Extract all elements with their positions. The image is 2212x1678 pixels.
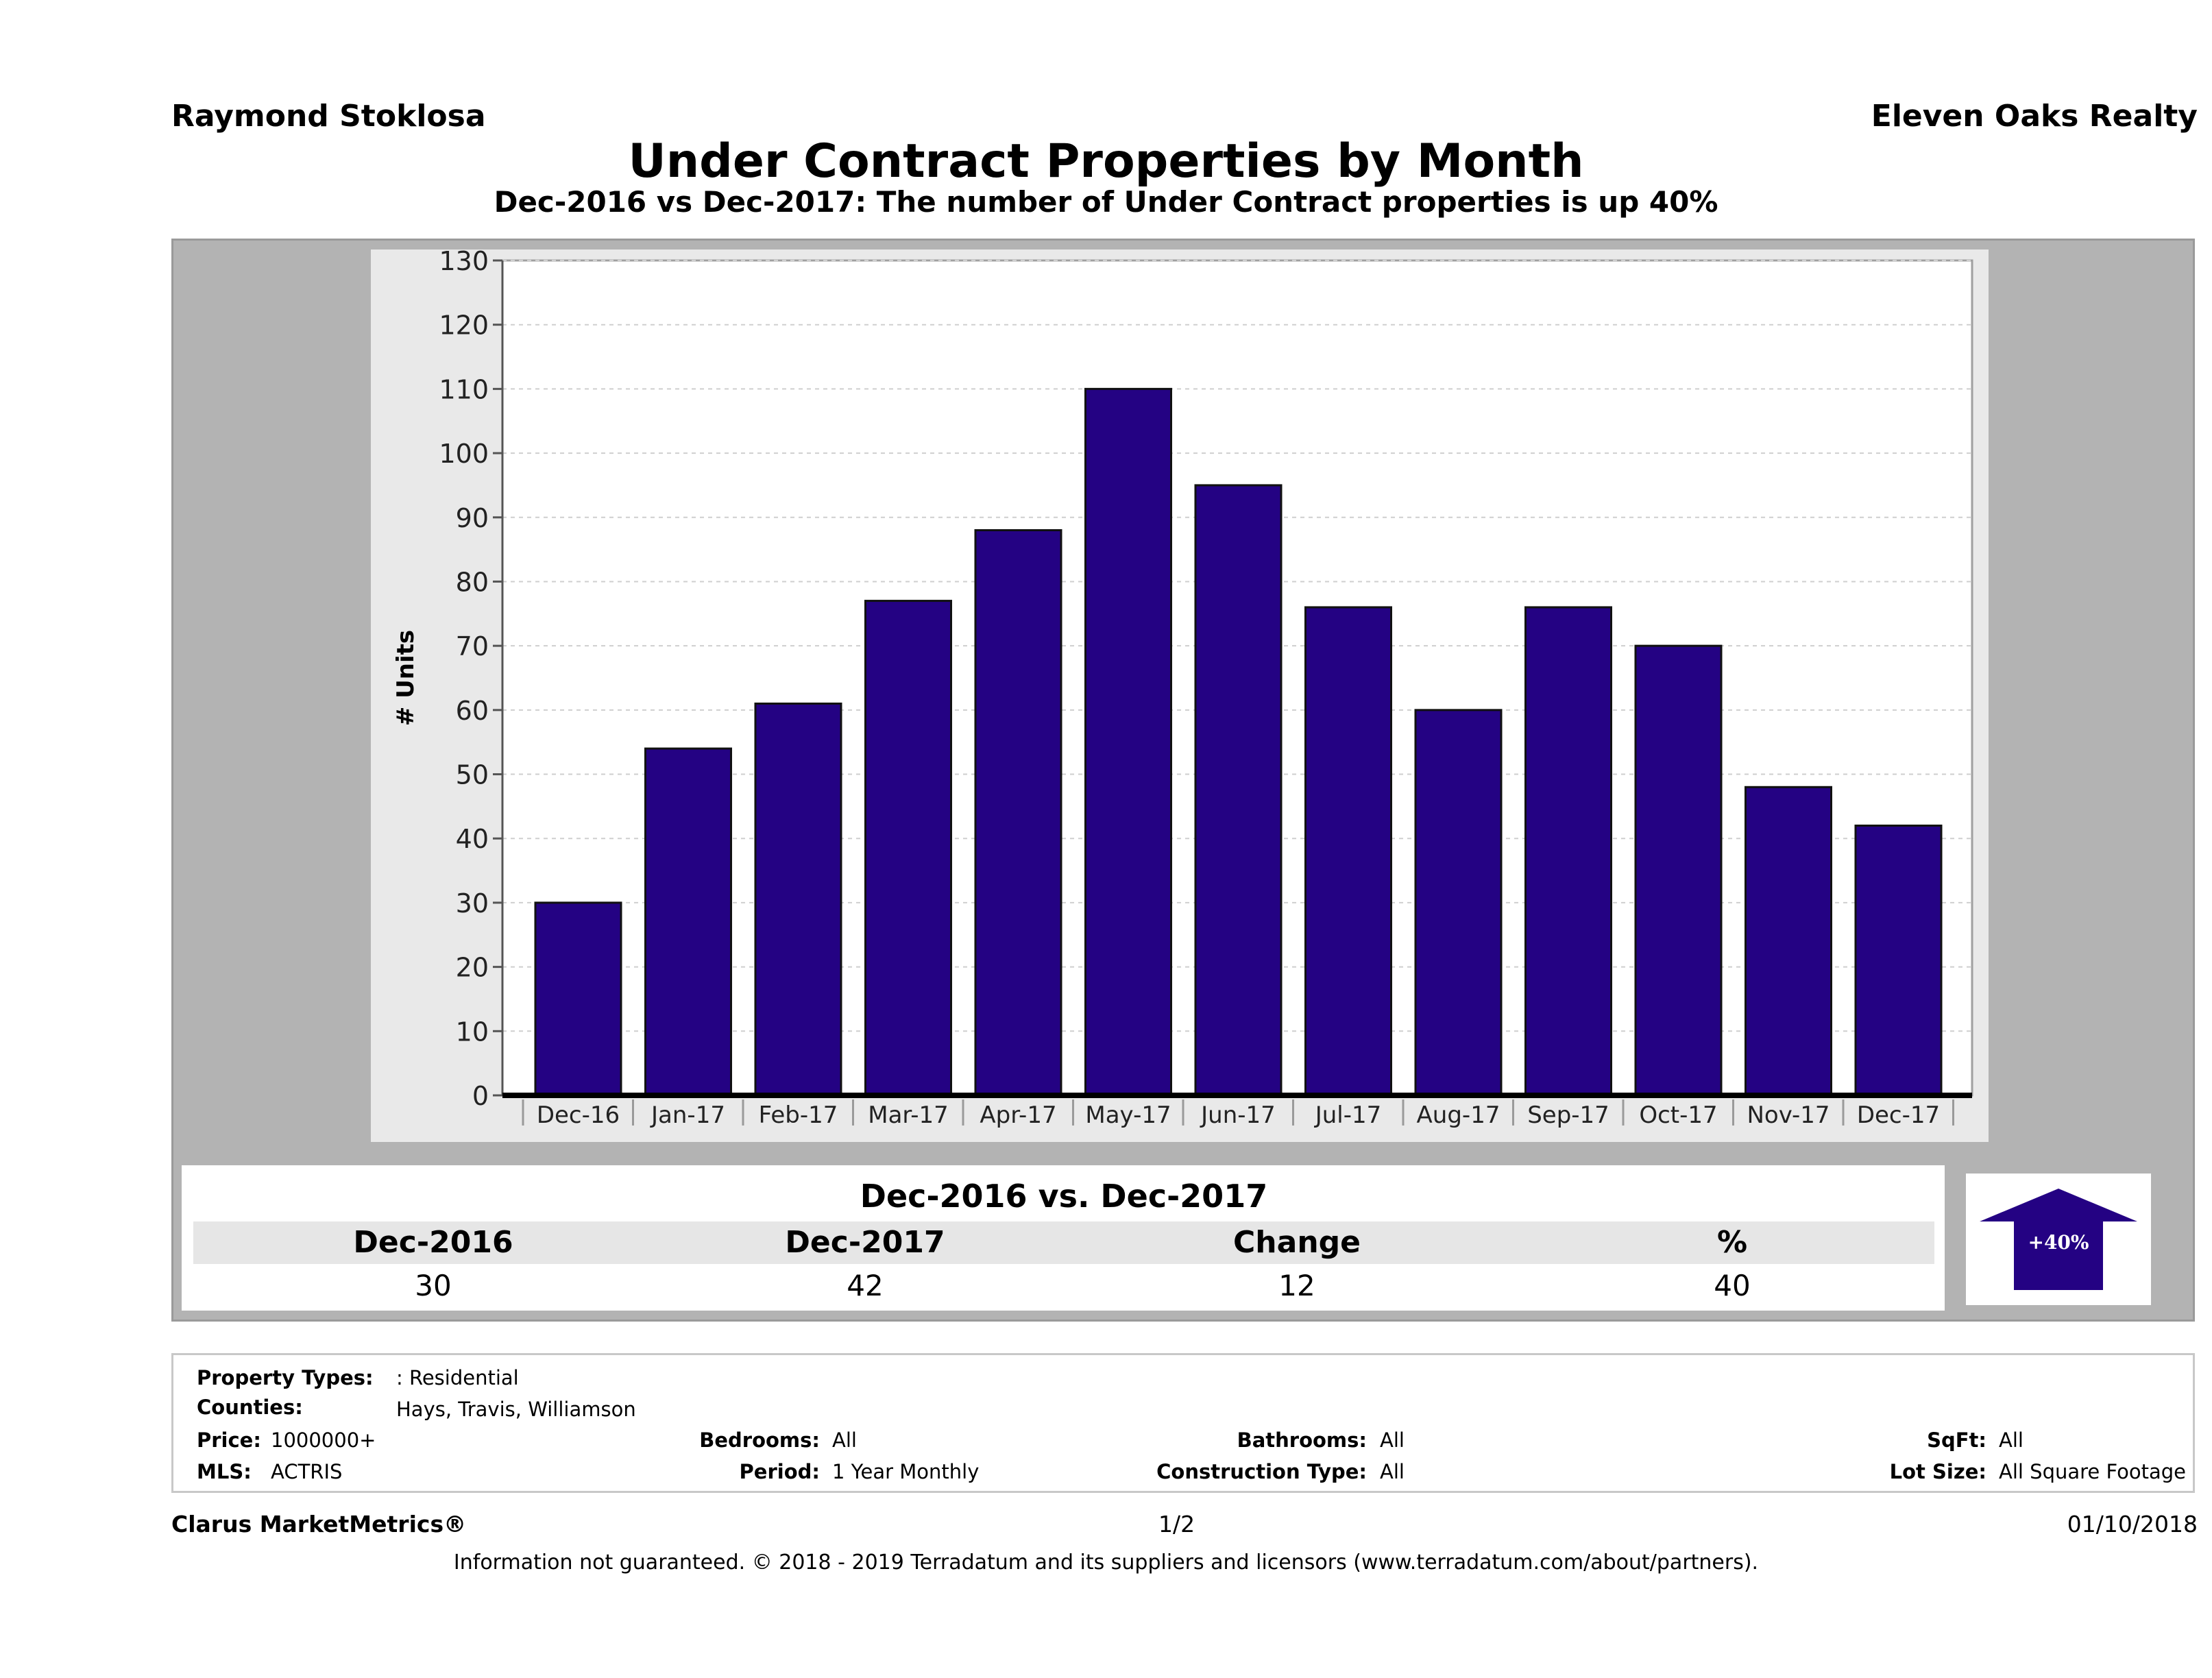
bar-mar-17 bbox=[864, 600, 952, 1097]
bar-jan-17 bbox=[644, 747, 732, 1097]
bedrooms-value: All bbox=[832, 1428, 857, 1452]
page-number: 1/2 bbox=[1158, 1511, 1195, 1537]
mls-value: ACTRIS bbox=[271, 1460, 343, 1483]
y-tick-label: 130 bbox=[439, 250, 489, 276]
y-tick-label: 90 bbox=[456, 503, 489, 533]
y-tick-label: 50 bbox=[456, 760, 489, 790]
bar-nov-17 bbox=[1745, 786, 1832, 1097]
bedrooms-label: Bedrooms: bbox=[699, 1428, 820, 1452]
x-axis bbox=[502, 1093, 1972, 1098]
x-tick-label: Aug-17 bbox=[1417, 1102, 1500, 1129]
sqft-label: SqFt: bbox=[1927, 1428, 1986, 1452]
mls-label: MLS: bbox=[197, 1460, 252, 1483]
footer-brand: Clarus MarketMetrics® bbox=[171, 1511, 467, 1537]
comparison-value-percent: 40 bbox=[1714, 1269, 1751, 1302]
y-tick-label: 80 bbox=[456, 567, 489, 597]
x-tick-label: Jun-17 bbox=[1200, 1102, 1276, 1129]
y-tick-label: 20 bbox=[456, 953, 489, 983]
x-tick-label: May-17 bbox=[1085, 1102, 1171, 1129]
x-tick-label: Apr-17 bbox=[980, 1102, 1056, 1129]
property-types-label: Property Types: bbox=[197, 1366, 374, 1389]
period-label: Period: bbox=[739, 1460, 820, 1483]
construction-type-value: All bbox=[1380, 1460, 1405, 1483]
bar-jul-17 bbox=[1304, 606, 1392, 1097]
bar-chart: 0 10 20 30 40 50 60 70 80 90 100 110 120 130 Dec-16 Jan… bbox=[392, 250, 1973, 1129]
comparison-header-start: Dec-2016 bbox=[353, 1225, 513, 1260]
y-axis-label: # Units bbox=[392, 630, 420, 726]
lot-size-value: All Square Footage bbox=[1999, 1460, 2187, 1483]
bar-apr-17 bbox=[974, 529, 1062, 1097]
comparison-header-change: Change bbox=[1233, 1225, 1361, 1260]
lot-size-label: Lot Size: bbox=[1889, 1460, 1986, 1483]
x-tick-label: Dec-17 bbox=[1857, 1102, 1940, 1129]
bar-oct-17 bbox=[1634, 644, 1723, 1097]
y-tick-label: 60 bbox=[456, 696, 489, 726]
price-label: Price: bbox=[197, 1428, 261, 1452]
x-tick-label: Nov-17 bbox=[1747, 1102, 1830, 1129]
construction-type-label: Construction Type: bbox=[1156, 1460, 1367, 1483]
bar-dec-17 bbox=[1854, 824, 1943, 1097]
company-name: Eleven Oaks Realty bbox=[1871, 99, 2198, 134]
search-criteria-box bbox=[171, 1353, 2195, 1493]
y-tick-label: 0 bbox=[472, 1081, 489, 1111]
y-tick-label: 110 bbox=[439, 374, 489, 404]
property-types-value: : Residential bbox=[396, 1366, 519, 1389]
y-tick-label: 70 bbox=[456, 631, 489, 661]
bar-aug-17 bbox=[1414, 709, 1503, 1097]
up-arrow-icon: +40% bbox=[1980, 1189, 2137, 1290]
comparison-title: Dec-2016 vs. Dec-2017 bbox=[193, 1174, 1934, 1219]
comparison-header-row: Dec-2016 Dec-2017 Change % bbox=[193, 1221, 1934, 1264]
x-tick-label: Dec-16 bbox=[537, 1102, 620, 1129]
bar-feb-17 bbox=[754, 702, 842, 1097]
x-tick-label: Mar-17 bbox=[868, 1102, 949, 1129]
comparison-header-percent: % bbox=[1716, 1225, 1748, 1260]
y-tick-label: 100 bbox=[439, 439, 489, 469]
report-date: 01/10/2018 bbox=[2067, 1511, 2198, 1537]
agent-name: Raymond Stoklosa bbox=[171, 99, 486, 134]
disclaimer: Information not guaranteed. © 2018 - 201… bbox=[453, 1551, 1759, 1574]
comparison-value-row: 30 42 12 40 bbox=[193, 1267, 1934, 1305]
bar-may-17 bbox=[1084, 387, 1172, 1097]
y-tick-label: 40 bbox=[456, 824, 489, 854]
comparison-value-start: 30 bbox=[415, 1269, 452, 1302]
comparison-value-end: 42 bbox=[847, 1269, 884, 1302]
x-tick-label: Sep-17 bbox=[1527, 1102, 1609, 1129]
bar-dec-16 bbox=[534, 901, 622, 1097]
counties-label: Counties: bbox=[197, 1396, 303, 1419]
chart-title: Under Contract Properties by Month bbox=[628, 134, 1584, 189]
y-tick-label: 30 bbox=[456, 888, 489, 919]
x-tick-label: Jul-17 bbox=[1314, 1102, 1382, 1129]
y-tick-label: 10 bbox=[456, 1017, 489, 1047]
y-tick-label: 120 bbox=[439, 311, 489, 341]
change-badge-label: +40% bbox=[2028, 1231, 2089, 1254]
bar-sep-17 bbox=[1524, 606, 1612, 1097]
comparison-value-change: 12 bbox=[1278, 1269, 1315, 1302]
bathrooms-value: All bbox=[1380, 1428, 1405, 1452]
x-tick-label: Jan-17 bbox=[650, 1102, 725, 1129]
chart-subtitle: Dec-2016 vs Dec-2017: The number of Unde… bbox=[494, 185, 1718, 219]
x-tick-label: Oct-17 bbox=[1639, 1102, 1717, 1129]
bathrooms-label: Bathrooms: bbox=[1237, 1428, 1367, 1452]
bar-jun-17 bbox=[1194, 484, 1283, 1097]
comparison-header-end: Dec-2017 bbox=[785, 1225, 945, 1260]
price-value: 1000000+ bbox=[271, 1428, 376, 1452]
sqft-value: All bbox=[1999, 1428, 2023, 1452]
counties-value: Hays, Travis, Williamson bbox=[396, 1398, 636, 1421]
x-tick-label: Feb-17 bbox=[759, 1102, 838, 1129]
period-value: 1 Year Monthly bbox=[832, 1460, 980, 1483]
